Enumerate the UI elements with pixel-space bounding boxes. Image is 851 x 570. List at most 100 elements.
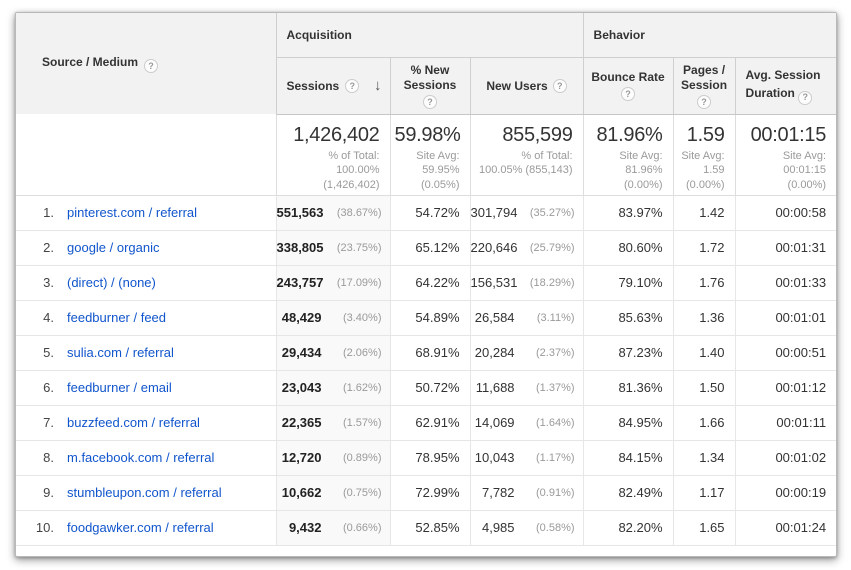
source-cell: 9. stumbleupon.com / referral	[16, 475, 276, 511]
source-medium-link[interactable]: foodgawker.com / referral	[67, 520, 214, 535]
pages-session-value: 1.72	[672, 230, 736, 266]
sessions-percent: (1.62%)	[342, 381, 382, 394]
source-medium-link[interactable]: feedburner / email	[67, 380, 172, 395]
column-header-pages-session[interactable]: Pages / Session ?	[672, 57, 736, 115]
source-medium-link[interactable]: pinterest.com / referral	[67, 205, 198, 220]
sessions-value: 23,043	[281, 380, 322, 395]
sessions-percent: (2.06%)	[342, 346, 382, 359]
new-users-value: 220,646	[470, 240, 518, 255]
totals-new-sessions: 59.98% Site Avg: 59.95% (0.05%)	[389, 114, 470, 196]
avg-duration-value: 00:01:02	[734, 440, 837, 476]
new-sessions-value: 78.95%	[389, 440, 470, 476]
pages-session-total: 1.59	[686, 123, 725, 146]
sessions-cell: 48,429 (3.40%)	[275, 300, 390, 336]
sessions-cell: 22,365 (1.57%)	[275, 405, 390, 441]
bounce-rate-value: 82.20%	[582, 510, 674, 546]
bounce-rate-value: 85.63%	[582, 300, 674, 336]
new-users-percent: (35.27%)	[529, 206, 575, 219]
column-header-source-medium[interactable]: Source / Medium?	[16, 13, 277, 114]
bounce-rate-value: 83.97%	[582, 195, 674, 231]
avg-duration-value: 00:01:24	[734, 510, 837, 546]
column-header-row: Sessions ? ↓ % New Sessions ? New Users …	[16, 57, 837, 115]
bounce-rate-value: 84.95%	[582, 405, 674, 441]
sessions-percent: (0.66%)	[342, 521, 382, 534]
table-row: 6. feedburner / email 23,043 (1.62%) 50.72…	[16, 370, 837, 406]
pages-session-total-note: Site Avg: 1.59 (0.00%)	[681, 149, 725, 192]
sessions-value: 10,662	[281, 485, 322, 500]
source-medium-link[interactable]: feedburner / feed	[67, 310, 167, 325]
source-medium-link[interactable]: stumbleupon.com / referral	[67, 485, 222, 500]
row-index: 10.	[35, 520, 54, 535]
bounce-rate-value: 84.15%	[582, 440, 674, 476]
bounce-rate-total-note: Site Avg: 81.96% (0.00%)	[619, 149, 663, 192]
totals-empty-cell	[16, 114, 276, 196]
row-index: 4.	[43, 310, 54, 325]
column-header-sessions[interactable]: Sessions ? ↓	[276, 57, 390, 115]
sessions-label: Sessions	[286, 78, 340, 93]
new-users-value: 14,069	[474, 415, 515, 430]
column-header-avg-duration[interactable]: Avg. Session Duration ?	[734, 57, 837, 115]
sort-descending-icon[interactable]: ↓	[374, 77, 382, 94]
source-medium-link[interactable]: google / organic	[67, 240, 160, 255]
sessions-value: 9,432	[288, 520, 322, 535]
totals-new-users: 855,599 % of Total: 100.05% (855,143)	[469, 114, 584, 196]
source-cell: 8. m.facebook.com / referral	[16, 440, 276, 476]
row-index: 7.	[43, 415, 54, 430]
help-icon[interactable]: ?	[423, 94, 437, 109]
new-users-cell: 7,782 (0.91%)	[469, 475, 584, 511]
new-users-percent: (3.11%)	[536, 311, 575, 324]
sessions-total: 1,426,402	[293, 123, 380, 146]
help-icon[interactable]: ?	[697, 94, 712, 109]
source-cell: 1. pinterest.com / referral	[16, 195, 276, 231]
sessions-total-note: % of Total: 100.00% (1,426,402)	[323, 149, 380, 192]
new-users-percent: (0.58%)	[536, 521, 575, 534]
help-icon[interactable]: ?	[798, 90, 813, 105]
help-icon[interactable]: ?	[345, 78, 360, 93]
pages-session-value: 1.36	[672, 300, 736, 336]
source-medium-link[interactable]: buzzfeed.com / referral	[67, 415, 200, 430]
sessions-value: 48,429	[281, 310, 322, 325]
row-index: 9.	[43, 485, 54, 500]
pages-session-value: 1.66	[672, 405, 736, 441]
avg-duration-value: 00:00:19	[734, 475, 837, 511]
source-cell: 3. (direct) / (none)	[16, 265, 276, 301]
bounce-rate-value: 79.10%	[582, 265, 674, 301]
source-cell: 4. feedburner / feed	[16, 300, 276, 336]
new-users-value: 156,531	[470, 275, 518, 290]
behavior-label: Behavior	[593, 27, 645, 42]
new-users-value: 7,782	[481, 485, 515, 500]
sessions-value: 12,720	[281, 450, 322, 465]
new-users-cell: 220,646 (25.79%)	[469, 230, 584, 266]
new-users-percent: (1.17%)	[536, 451, 575, 464]
source-medium-link[interactable]: sulia.com / referral	[67, 345, 174, 360]
help-icon[interactable]: ?	[144, 58, 159, 73]
sessions-cell: 29,434 (2.06%)	[275, 335, 390, 371]
help-icon[interactable]: ?	[621, 87, 636, 101]
bounce-rate-value: 81.36%	[582, 370, 674, 406]
source-medium-link[interactable]: m.facebook.com / referral	[67, 450, 215, 465]
pages-session-value: 1.34	[672, 440, 736, 476]
column-header-new-users[interactable]: New Users ?	[469, 57, 584, 115]
avg-duration-value: 00:00:51	[734, 335, 837, 371]
avg-duration-value: 00:01:01	[734, 300, 837, 336]
help-icon[interactable]: ?	[552, 78, 567, 93]
sessions-cell: 23,043 (1.62%)	[275, 370, 390, 406]
row-index: 1.	[43, 205, 54, 220]
row-index: 3.	[43, 275, 54, 290]
table-row: 4. feedburner / feed 48,429 (3.40%) 54.89%…	[16, 300, 837, 336]
column-header-new-sessions[interactable]: % New Sessions ?	[389, 57, 470, 115]
row-index: 2.	[43, 240, 54, 255]
column-header-bounce-rate[interactable]: Bounce Rate ?	[582, 57, 674, 115]
sessions-cell: 338,805 (23.75%)	[275, 230, 390, 266]
sessions-percent: (38.67%)	[336, 206, 382, 219]
sessions-value: 338,805	[276, 240, 324, 255]
source-cell: 7. buzzfeed.com / referral	[16, 405, 276, 441]
source-medium-link[interactable]: (direct) / (none)	[67, 275, 156, 290]
table-row: 5. sulia.com / referral 29,434 (2.06%) 68.…	[16, 335, 837, 371]
bounce-rate-total: 81.96%	[596, 123, 663, 146]
pages-session-value: 1.65	[672, 510, 736, 546]
pages-session-value: 1.76	[672, 265, 736, 301]
sessions-percent: (0.75%)	[342, 486, 382, 499]
source-medium-label: Source / Medium	[42, 54, 139, 69]
pages-session-value: 1.17	[672, 475, 736, 511]
